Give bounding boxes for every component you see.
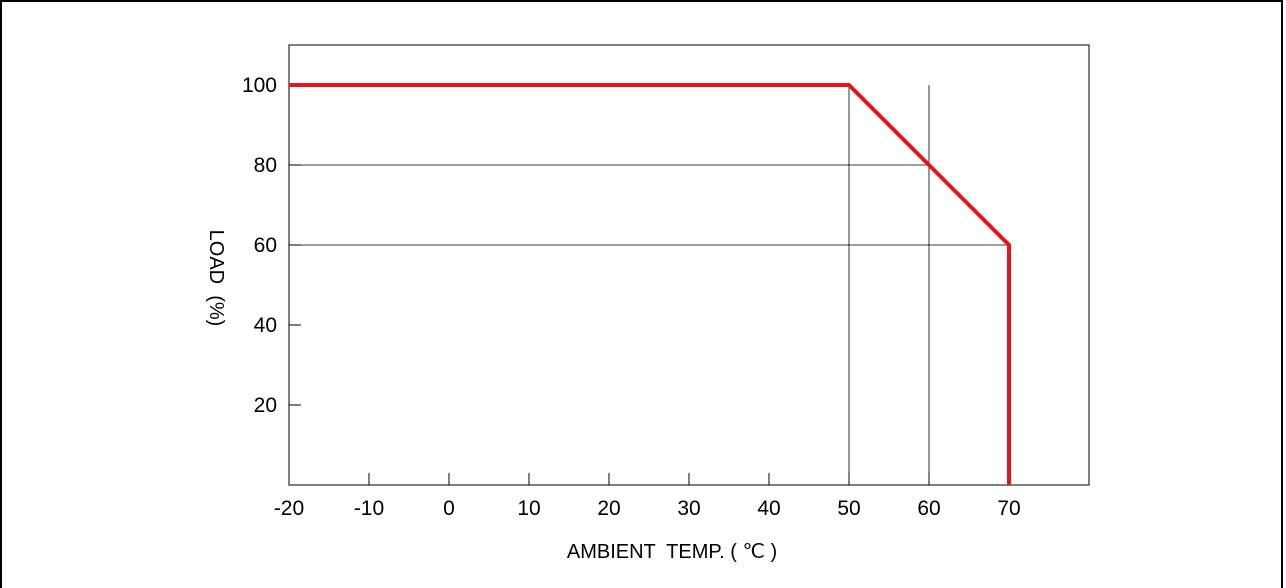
x-tick-label: 10 [517, 497, 540, 520]
x-tick-label: 40 [757, 497, 780, 520]
y-tick-label: 60 [254, 234, 277, 257]
x-axis-title: AMBIENT TEMP. ( ℃ ) [567, 541, 777, 563]
x-axis: -20 -10 0 10 20 30 40 50 60 70 [274, 473, 1021, 520]
y-axis: 20 40 60 80 100 [242, 74, 301, 417]
y-tick-label: 80 [254, 154, 277, 177]
x-tick-label: 20 [597, 497, 620, 520]
x-tick-label: 0 [443, 497, 455, 520]
series-group [289, 83, 1011, 485]
derating-curve [289, 83, 1011, 485]
y-tick-label: 20 [254, 394, 277, 417]
x-tick-label: -10 [354, 497, 384, 520]
y-axis-title: LOAD (%) [205, 230, 227, 327]
x-tick-label: -20 [274, 497, 304, 520]
x-tick-label: 30 [677, 497, 700, 520]
plot-area [288, 44, 1090, 486]
grid-lines [289, 85, 1009, 485]
x-tick-label: 70 [997, 497, 1020, 520]
x-tick-label: 60 [917, 497, 940, 520]
x-tick-label: 50 [837, 497, 860, 520]
y-tick-label: 100 [242, 74, 277, 97]
y-tick-label: 40 [254, 314, 277, 337]
